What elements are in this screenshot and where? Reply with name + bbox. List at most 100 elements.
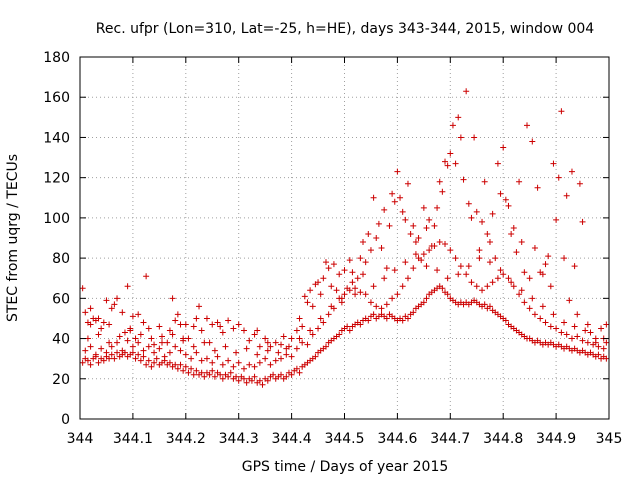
data-point	[537, 315, 544, 322]
data-point	[209, 321, 216, 328]
data-point	[423, 224, 430, 231]
data-point	[129, 343, 136, 350]
data-point	[404, 315, 411, 322]
data-point	[185, 335, 192, 342]
data-point	[203, 355, 210, 362]
data-point	[320, 319, 327, 326]
data-point	[373, 235, 380, 241]
data-point	[262, 335, 269, 342]
data-point	[309, 303, 316, 310]
data-point	[82, 309, 89, 316]
data-point	[568, 335, 575, 342]
data-point	[111, 355, 118, 362]
data-point	[444, 291, 451, 298]
data-point	[357, 289, 364, 296]
data-point	[383, 315, 390, 322]
data-point	[145, 325, 152, 332]
data-point	[301, 293, 308, 300]
data-point	[114, 349, 121, 356]
data-point	[389, 190, 396, 197]
y-tick-label: 80	[52, 251, 70, 267]
data-point	[166, 327, 173, 334]
data-point	[563, 331, 570, 338]
data-point	[426, 216, 433, 223]
data-point	[362, 291, 369, 298]
data-point	[463, 271, 470, 278]
data-point	[486, 239, 493, 246]
data-point	[352, 291, 359, 298]
data-point	[603, 355, 610, 362]
data-point	[447, 150, 454, 157]
data-point	[550, 311, 557, 318]
data-point	[116, 333, 123, 340]
data-point	[108, 343, 115, 350]
data-point	[420, 299, 427, 306]
y-axis-label: STEC from uqrg / TECUs	[5, 154, 21, 322]
data-point	[481, 178, 488, 185]
data-point	[106, 339, 113, 346]
data-point	[383, 301, 390, 308]
data-point	[148, 335, 155, 342]
data-point	[526, 275, 533, 282]
data-point	[280, 333, 287, 340]
data-point	[132, 355, 139, 362]
data-point	[129, 313, 136, 320]
data-point	[346, 327, 353, 334]
data-point	[296, 315, 303, 322]
data-point	[330, 261, 337, 268]
data-point	[579, 218, 586, 225]
data-point	[518, 239, 525, 246]
data-point	[341, 291, 348, 298]
data-point	[362, 259, 369, 266]
data-point	[563, 192, 570, 199]
data-point	[439, 285, 446, 292]
data-point	[582, 327, 589, 334]
data-point	[505, 275, 512, 282]
data-point	[188, 355, 195, 362]
data-point	[121, 329, 128, 336]
data-point	[505, 202, 512, 209]
data-point	[375, 220, 382, 227]
data-point	[550, 160, 557, 167]
data-point	[516, 178, 523, 185]
data-point	[108, 351, 115, 358]
data-point	[436, 178, 443, 185]
data-point	[529, 138, 536, 145]
data-point	[542, 261, 549, 268]
data-point	[529, 295, 536, 302]
data-point	[389, 295, 396, 302]
data-point	[222, 343, 229, 350]
data-point	[476, 247, 483, 254]
data-point	[240, 327, 247, 334]
data-point	[500, 144, 507, 151]
data-point	[328, 283, 335, 290]
data-point	[317, 291, 324, 298]
data-point	[420, 251, 427, 258]
data-point	[502, 196, 509, 203]
data-point	[148, 363, 155, 370]
data-point	[508, 279, 515, 286]
data-point	[275, 349, 282, 356]
data-point	[193, 349, 200, 356]
data-point	[254, 351, 261, 358]
data-point	[465, 263, 472, 270]
data-point	[383, 265, 390, 272]
data-point	[177, 347, 184, 354]
data-point	[106, 355, 113, 362]
data-point	[492, 255, 499, 262]
data-point	[259, 381, 266, 388]
x-tick-label: 344.1	[113, 431, 153, 447]
data-point	[114, 295, 121, 302]
data-point	[190, 371, 197, 378]
data-point	[341, 267, 348, 274]
y-tick-label: 20	[52, 372, 70, 388]
data-point	[524, 122, 531, 129]
data-point	[431, 222, 438, 229]
y-tick-label: 40	[52, 332, 70, 348]
x-tick-label: 344.4	[272, 431, 312, 447]
data-point	[98, 345, 105, 352]
data-point	[278, 355, 285, 362]
data-point	[201, 339, 208, 346]
data-point	[124, 283, 131, 290]
